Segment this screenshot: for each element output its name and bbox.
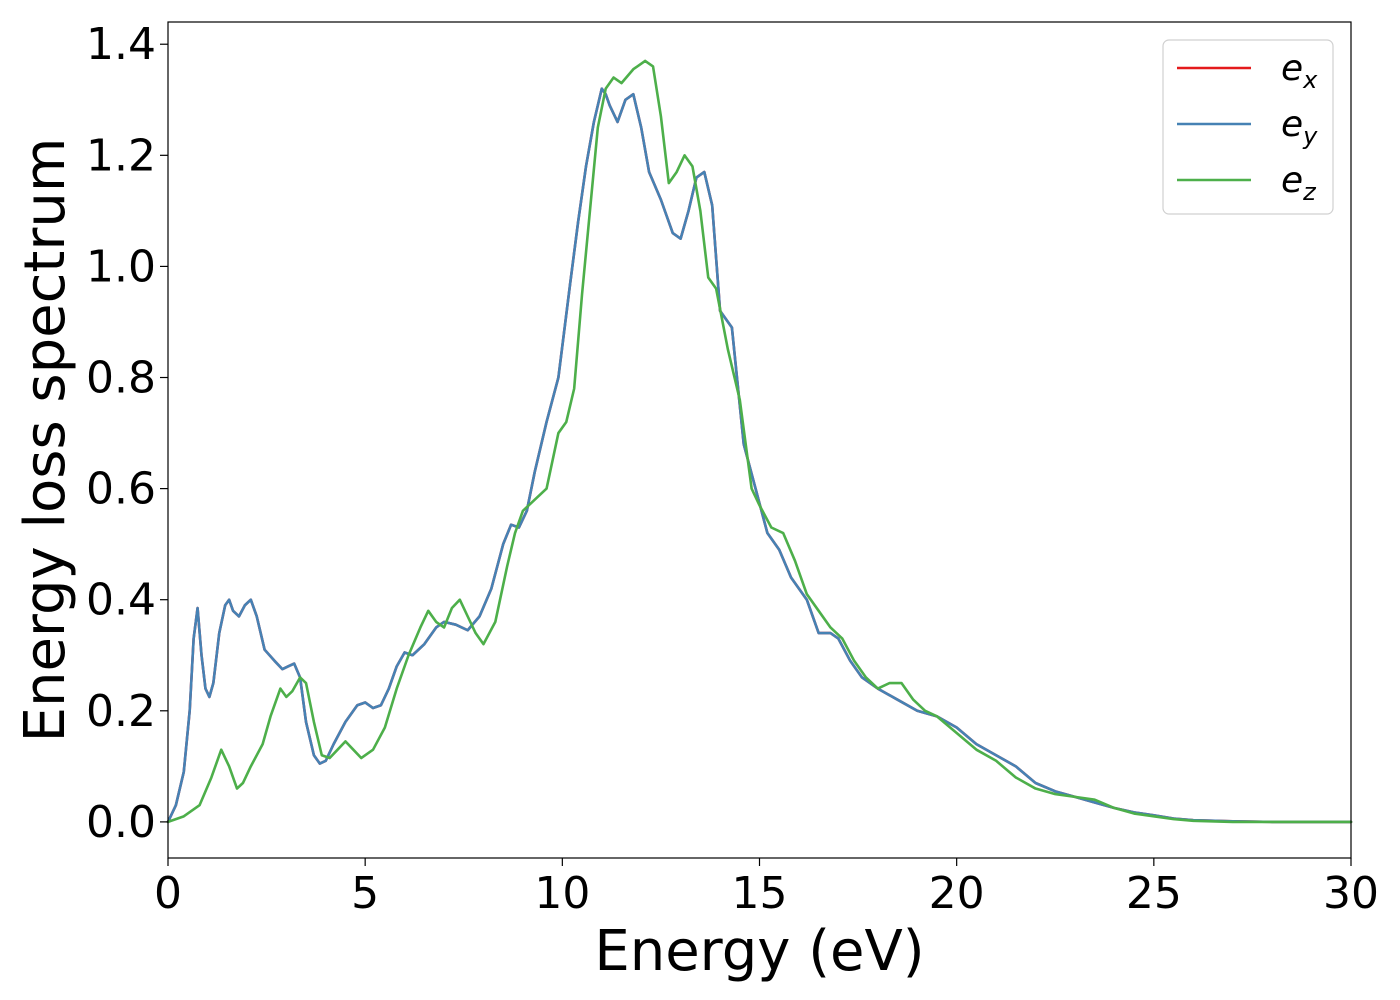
- legend-label-y: ey: [1281, 104, 1318, 150]
- y-axis-label: Energy loss spectrum: [13, 138, 78, 743]
- y-tick-label: 0.6: [86, 464, 156, 515]
- legend: ex ey ez: [1162, 39, 1334, 215]
- series-line-z: [166, 59, 1353, 824]
- y-tick-label: 0.8: [86, 353, 156, 404]
- y-tick-label: 1.0: [86, 241, 156, 292]
- y-tick-label: 0.4: [86, 575, 156, 626]
- x-tick-label: 5: [351, 868, 379, 919]
- x-tick-label: 25: [1126, 868, 1182, 919]
- x-tick-label: 0: [154, 868, 182, 919]
- series-line-y: [166, 87, 1353, 824]
- legend-box: [1162, 39, 1334, 215]
- x-axis-label: Energy (eV): [594, 919, 924, 984]
- x-tick-label: 10: [534, 868, 590, 919]
- legend-label-z: ez: [1281, 160, 1317, 206]
- plot-area: [166, 59, 1353, 824]
- y-tick-label: 1.2: [86, 130, 156, 181]
- legend-label-x: ex: [1281, 48, 1318, 94]
- x-tick-label: 20: [929, 868, 985, 919]
- y-tick-label: 1.4: [86, 19, 156, 70]
- y-tick-label: 0.0: [86, 797, 156, 848]
- x-tick-label: 30: [1323, 868, 1379, 919]
- x-tick-label: 15: [732, 868, 788, 919]
- y-axis: 0.0 0.2 0.4 0.6 0.8 1.0 1.2 1.4: [86, 19, 168, 848]
- y-tick-label: 0.2: [86, 686, 156, 737]
- x-axis: 0 5 10 15 20 25 30: [154, 858, 1379, 919]
